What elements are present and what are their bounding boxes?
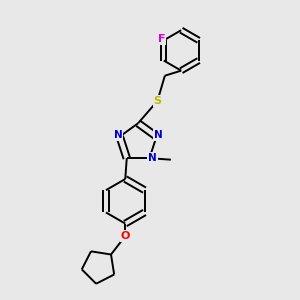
- Text: N: N: [148, 153, 157, 163]
- Text: S: S: [153, 96, 161, 106]
- Text: O: O: [121, 231, 130, 241]
- Text: N: N: [154, 130, 162, 140]
- Text: N: N: [114, 130, 123, 140]
- Text: F: F: [158, 34, 165, 44]
